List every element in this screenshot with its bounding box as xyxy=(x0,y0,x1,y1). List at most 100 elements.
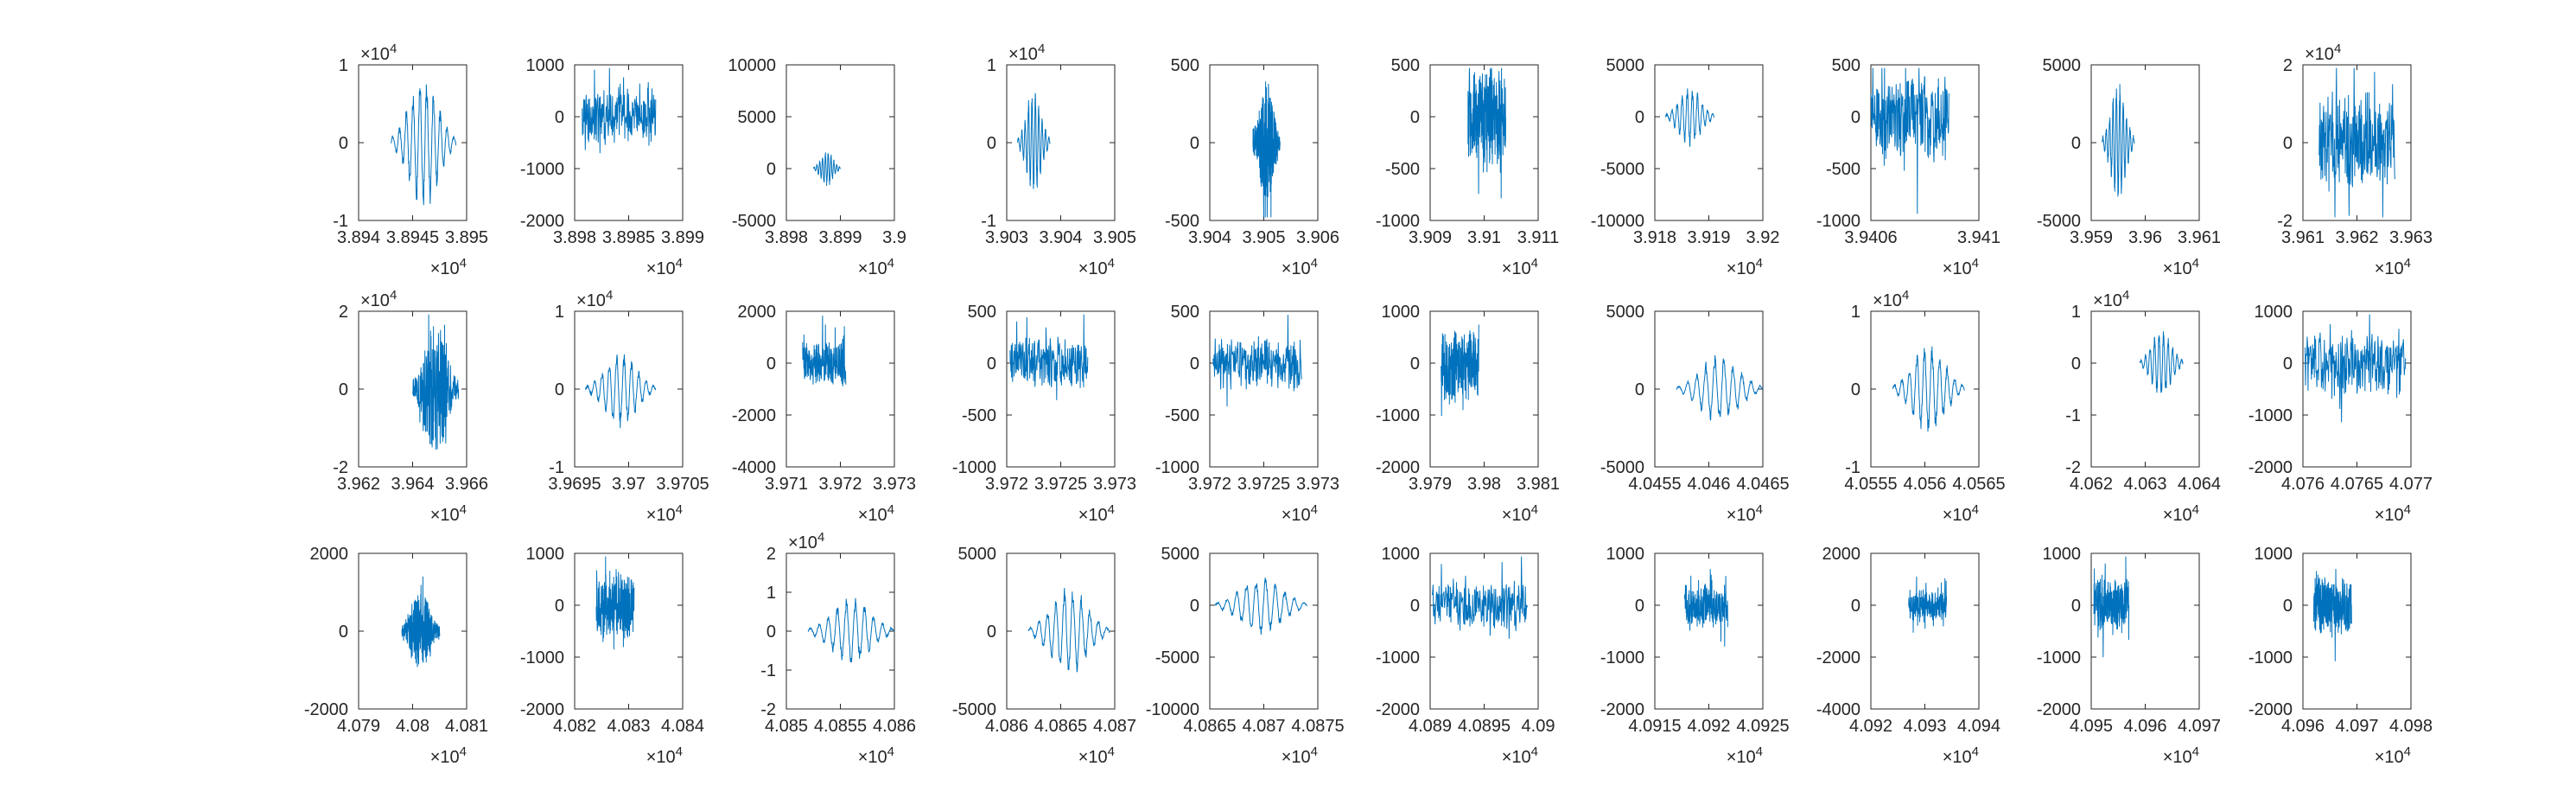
x-tick-label: 3.959 xyxy=(2070,228,2113,247)
x-exponent-label: ×104 xyxy=(1078,256,1115,278)
subplot-24: 4.086 4.0865 4.087 -5000 0 5000 ×104 xyxy=(952,545,1136,767)
x-tick-label: 4.0915 xyxy=(1628,717,1681,736)
x-tick-label: 3.941 xyxy=(1957,228,2000,247)
x-exponent-label: ×104 xyxy=(1282,502,1318,525)
x-tick-label: 3.91 xyxy=(1467,228,1501,247)
x-tick-label: 4.096 xyxy=(2123,717,2166,736)
axes-box xyxy=(1870,64,1980,221)
x-tick-label: 4.0865 xyxy=(1034,717,1087,736)
x-exponent-label: ×104 xyxy=(2375,502,2411,525)
y-tick-label: -1000 xyxy=(2248,406,2293,425)
x-tick-label: 3.9695 xyxy=(548,475,601,494)
y-tick-label: 500 xyxy=(968,303,996,322)
y-tick-label: 5000 xyxy=(738,108,777,127)
y-tick-label: 500 xyxy=(1171,56,1199,75)
x-tick-label: 3.961 xyxy=(2178,228,2221,247)
y-tick-label: 0 xyxy=(339,380,348,399)
y-tick-label: -1000 xyxy=(1376,648,1420,667)
subplot-17: 4.0455 4.046 4.0465 -5000 0 5000 ×104 xyxy=(1600,303,1790,525)
x-exponent-label: ×104 xyxy=(430,256,467,278)
y-tick-label: -1 xyxy=(760,661,776,680)
x-tick-label: 3.973 xyxy=(1093,475,1136,494)
x-tick-label: 3.972 xyxy=(985,475,1028,494)
x-exponent-label: ×104 xyxy=(646,502,683,525)
y-tick-label: 1000 xyxy=(2255,545,2293,564)
y-tick-label: -1000 xyxy=(520,160,564,179)
y-tick-label: 0 xyxy=(766,160,776,179)
y-tick-label: -500 xyxy=(1826,160,1860,179)
y-tick-label: -1000 xyxy=(952,458,996,477)
x-tick-label: 3.8945 xyxy=(386,228,439,247)
y-tick-label: -1000 xyxy=(1155,458,1199,477)
x-tick-label: 3.909 xyxy=(1409,228,1452,247)
subplot-2: 3.898 3.8985 3.899 -2000 -1000 0 1000 ×104 xyxy=(520,56,704,278)
y-tick-label: -2000 xyxy=(2248,700,2293,719)
signal-trace xyxy=(1665,88,1715,147)
y-tick-label: 0 xyxy=(766,623,776,642)
x-tick-label: 3.9725 xyxy=(1237,475,1290,494)
y-tick-label: -1000 xyxy=(1816,212,1860,231)
x-tick-label: 3.964 xyxy=(391,475,434,494)
y-tick-label: -1 xyxy=(981,212,996,231)
subplot-29: 4.095 4.096 4.097 -2000 -1000 0 1000 ×104 xyxy=(2037,545,2221,767)
y-tick-label: 0 xyxy=(2071,354,2081,374)
x-tick-label: 4.086 xyxy=(985,717,1028,736)
subplot-4: 3.903 3.904 3.905 -1 0 1 ×104 ×104 xyxy=(981,42,1136,278)
signal-trace xyxy=(582,67,657,154)
x-tick-label: 3.9725 xyxy=(1034,475,1087,494)
x-tick-label: 4.092 xyxy=(1849,717,1892,736)
x-exponent-label: ×104 xyxy=(430,744,467,767)
axes-box xyxy=(2090,310,2200,468)
x-exponent-label: ×104 xyxy=(2163,502,2199,525)
axes-box xyxy=(1870,552,1980,710)
x-tick-label: 3.918 xyxy=(1633,228,1676,247)
y-tick-label: 10000 xyxy=(728,56,776,75)
y-exponent-label: ×104 xyxy=(360,288,397,310)
axes-box xyxy=(1654,64,1764,221)
x-exponent-label: ×104 xyxy=(1502,502,1538,525)
y-tick-label: -2000 xyxy=(520,700,564,719)
axes-box xyxy=(786,552,895,710)
x-tick-label: 4.076 xyxy=(2281,475,2325,494)
x-tick-label: 3.906 xyxy=(1296,228,1339,247)
y-tick-label: -1000 xyxy=(520,648,564,667)
y-tick-label: 0 xyxy=(2071,597,2081,616)
x-tick-label: 3.8985 xyxy=(602,228,655,247)
subplot-21: 4.079 4.08 4.081 -2000 0 2000 ×104 xyxy=(304,545,488,767)
signal-trace xyxy=(391,84,456,206)
x-exponent-label: ×104 xyxy=(1078,502,1115,525)
x-tick-label: 4.097 xyxy=(2335,717,2378,736)
axes-box xyxy=(1209,552,1319,710)
y-tick-label: 500 xyxy=(1171,303,1199,322)
axes-box xyxy=(1654,552,1764,710)
x-tick-label: 3.898 xyxy=(765,228,808,247)
x-tick-label: 4.085 xyxy=(765,717,808,736)
x-exponent-label: ×104 xyxy=(2375,256,2411,278)
y-tick-label: 0 xyxy=(2283,597,2293,616)
signal-trace xyxy=(595,556,635,650)
signal-trace xyxy=(1467,67,1506,199)
x-tick-label: 3.963 xyxy=(2389,228,2433,247)
signal-trace xyxy=(1214,578,1307,635)
subplot-14: 3.972 3.9725 3.973 -1000 -500 0 500 ×104 xyxy=(952,303,1136,525)
y-tick-label: 1 xyxy=(766,584,776,603)
y-tick-label: -1 xyxy=(549,458,564,477)
x-tick-label: 3.904 xyxy=(1188,228,1231,247)
y-tick-label: 1000 xyxy=(1606,545,1645,564)
y-exponent-label: ×104 xyxy=(360,42,397,64)
x-tick-label: 3.92 xyxy=(1746,228,1780,247)
x-tick-label: 4.0865 xyxy=(1183,717,1236,736)
y-tick-label: 0 xyxy=(987,354,996,374)
signal-trace xyxy=(1683,569,1728,647)
signal-trace xyxy=(1432,556,1528,639)
axes-box xyxy=(358,64,467,221)
x-tick-label: 4.0565 xyxy=(1952,475,2005,494)
x-exponent-label: ×104 xyxy=(1282,256,1318,278)
y-tick-label: 0 xyxy=(1851,597,1860,616)
subplot-27: 4.0915 4.092 4.0925 -2000 -1000 0 1000 ×104 xyxy=(1600,545,1790,767)
y-tick-label: -2000 xyxy=(1376,700,1420,719)
x-tick-label: 3.979 xyxy=(1409,475,1452,494)
subplot-9: 3.959 3.96 3.961 -5000 0 5000 ×104 xyxy=(2037,56,2221,278)
x-tick-label: 4.09 xyxy=(1522,717,1555,736)
x-exponent-label: ×104 xyxy=(858,744,894,767)
